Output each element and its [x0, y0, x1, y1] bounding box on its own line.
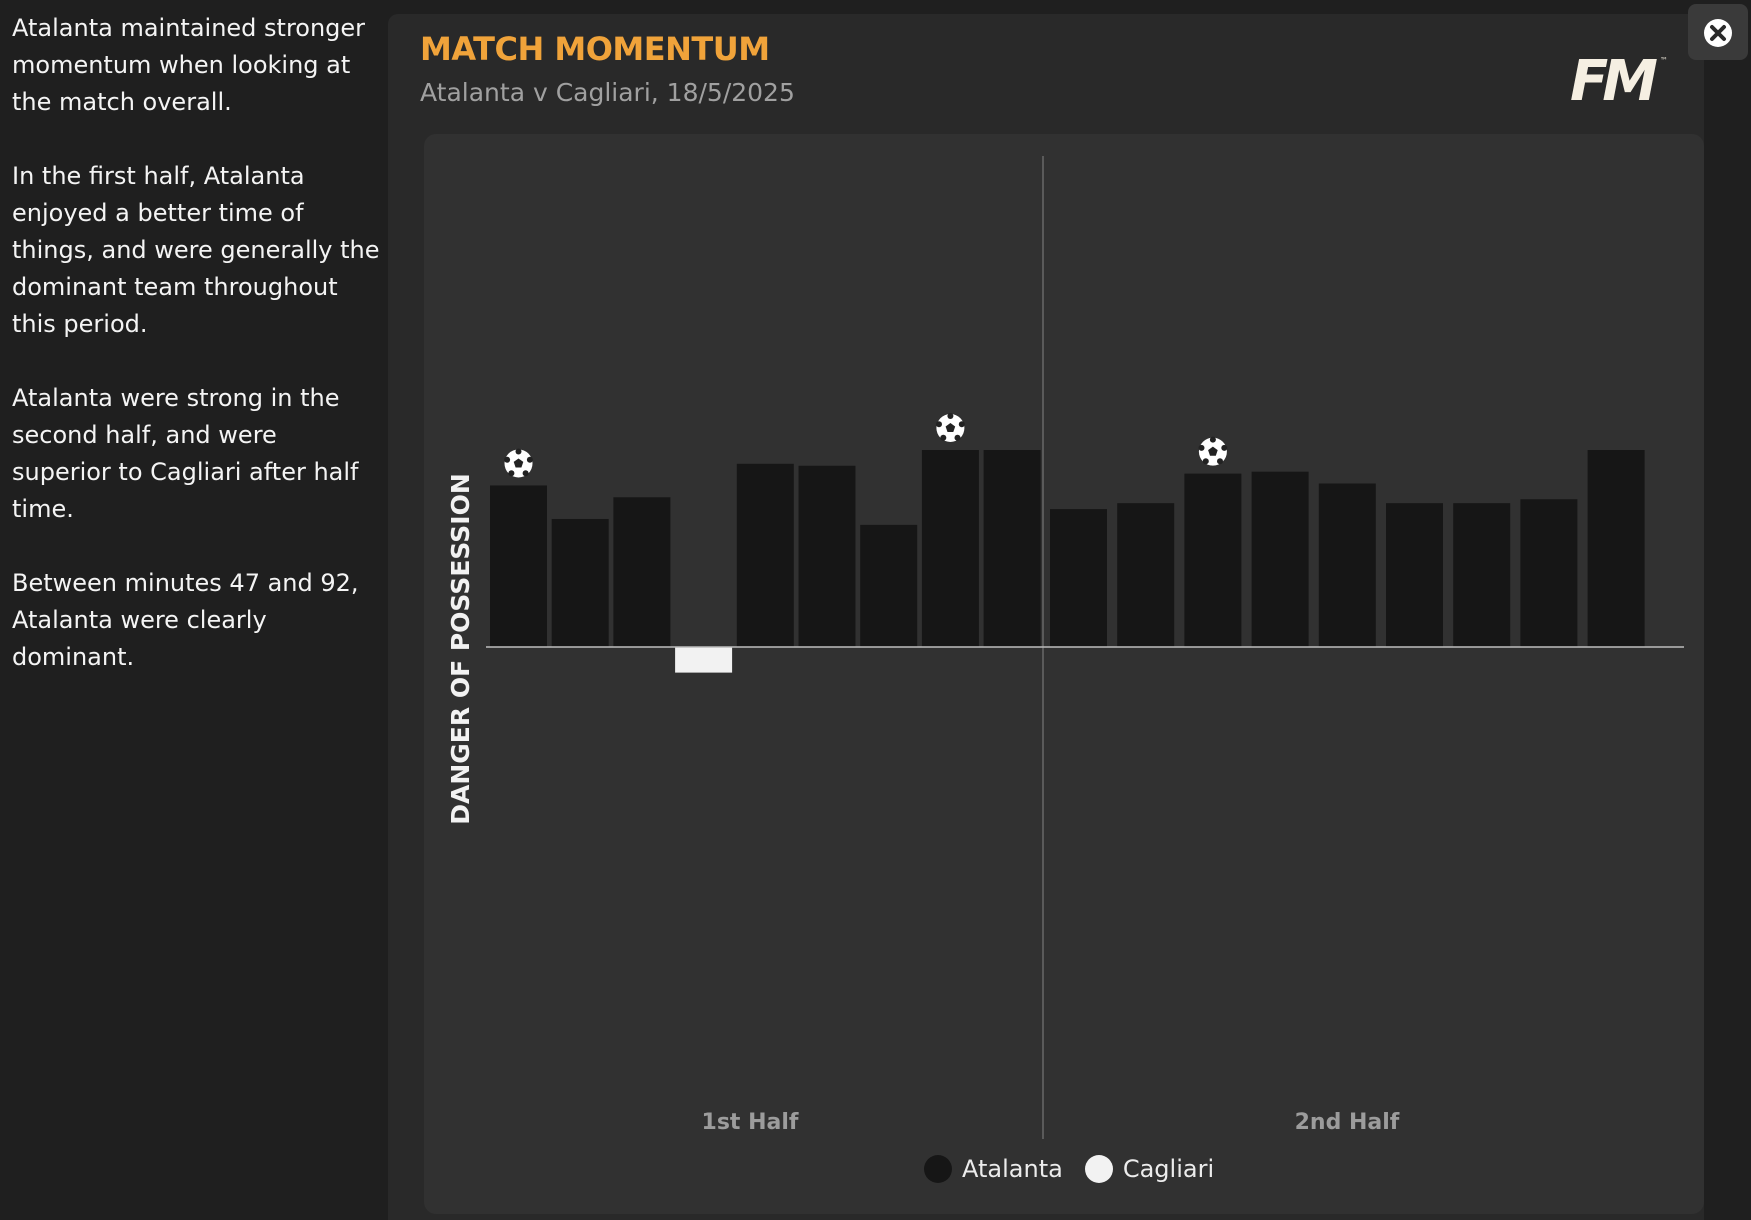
close-icon — [1704, 19, 1732, 47]
momentum-bar-2nd-9 — [1587, 450, 1645, 647]
fm-logo-tm: ™ — [1660, 56, 1668, 65]
summary-paragraph: Atalanta maintained stronger momentum wh… — [12, 14, 366, 116]
goal-ball-icon — [504, 448, 533, 478]
momentum-chart: DANGER OF POSSESSION 1st Half 2nd Half — [446, 156, 1684, 1139]
momentum-bar-2nd-6 — [1386, 503, 1443, 647]
momentum-bar-1st-9 — [983, 450, 1041, 647]
momentum-bar-1st-2 — [551, 518, 609, 647]
legend-swatch-cagliari — [1084, 1155, 1113, 1183]
momentum-bar-2nd-5 — [1318, 483, 1376, 647]
momentum-bar-1st-8 — [921, 450, 979, 647]
summary-panel: Atalanta maintained stronger momentum wh… — [12, 10, 382, 713]
momentum-bar-2nd-7 — [1453, 503, 1511, 647]
momentum-bar-1st-7 — [860, 524, 918, 647]
section-label-2nd-half: 2nd Half — [1295, 1110, 1400, 1135]
legend-label: Cagliari — [1122, 1155, 1215, 1183]
section-label-1st-half: 1st Half — [702, 1110, 799, 1135]
legend-item-cagliari: Cagliari — [1084, 1155, 1215, 1183]
momentum-bar-2nd-3 — [1184, 473, 1242, 647]
close-button[interactable] — [1688, 4, 1748, 60]
momentum-bar-1st-4 — [675, 647, 733, 673]
momentum-bar-2nd-2 — [1117, 503, 1175, 647]
fm-logo: FM — [1570, 49, 1658, 114]
match-subtitle: Atalanta v Cagliari, 18/5/2025 — [420, 78, 795, 107]
legend-label: Atalanta — [962, 1155, 1063, 1183]
momentum-bar-2nd-1 — [1050, 509, 1107, 647]
momentum-bar-1st-3 — [613, 497, 671, 647]
momentum-chart-card: DANGER OF POSSESSION 1st Half 2nd Half — [424, 134, 1704, 1214]
legend-swatch-atalanta — [924, 1155, 952, 1183]
momentum-bar-1st-6 — [798, 465, 856, 647]
momentum-bar-2nd-4 — [1251, 471, 1309, 647]
goal-ball-icon — [1198, 436, 1228, 466]
summary-paragraph: Between minutes 47 and 92, Atalanta were… — [12, 569, 359, 671]
summary-paragraph: In the first half, Atalanta enjoyed a be… — [12, 162, 380, 338]
y-axis-label: DANGER OF POSSESSION — [446, 473, 475, 825]
momentum-bar-1st-1 — [490, 485, 547, 647]
summary-paragraph: Atalanta were strong in the second half,… — [12, 384, 359, 523]
goal-ball-icon — [936, 413, 965, 442]
momentum-bar-1st-5 — [736, 463, 794, 647]
momentum-bar-2nd-8 — [1520, 499, 1578, 647]
page-title: MATCH MOMENTUM — [420, 30, 770, 68]
legend-item-atalanta: Atalanta — [924, 1155, 1063, 1183]
chart-legend: Atalanta Cagliari — [924, 1152, 1236, 1186]
